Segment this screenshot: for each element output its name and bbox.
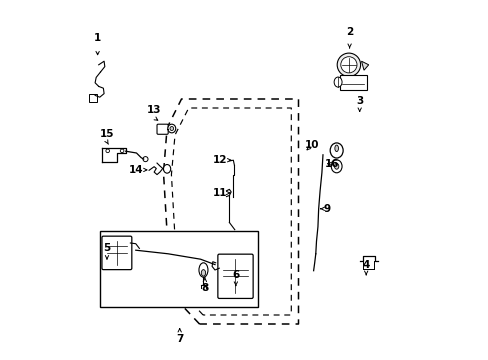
Ellipse shape xyxy=(340,57,356,73)
Text: 13: 13 xyxy=(147,105,162,115)
Bar xyxy=(339,75,366,90)
Text: 7: 7 xyxy=(176,334,183,345)
Text: 6: 6 xyxy=(232,270,239,280)
Ellipse shape xyxy=(330,160,342,173)
FancyBboxPatch shape xyxy=(157,124,168,134)
Text: 16: 16 xyxy=(324,159,338,169)
Bar xyxy=(100,231,258,307)
FancyBboxPatch shape xyxy=(89,94,97,102)
Ellipse shape xyxy=(201,270,205,276)
Text: 12: 12 xyxy=(212,155,227,165)
Text: 2: 2 xyxy=(346,27,352,37)
Ellipse shape xyxy=(142,157,148,162)
Polygon shape xyxy=(361,61,368,70)
Text: 5: 5 xyxy=(103,243,110,253)
Text: 15: 15 xyxy=(100,129,114,139)
FancyBboxPatch shape xyxy=(102,236,132,270)
Ellipse shape xyxy=(333,77,342,87)
Text: 8: 8 xyxy=(201,283,208,293)
Text: 10: 10 xyxy=(305,140,319,150)
Ellipse shape xyxy=(337,53,360,76)
Ellipse shape xyxy=(199,263,207,277)
Ellipse shape xyxy=(329,143,343,158)
Ellipse shape xyxy=(170,126,173,130)
Ellipse shape xyxy=(120,149,123,153)
Text: 1: 1 xyxy=(94,33,101,43)
FancyBboxPatch shape xyxy=(218,254,253,298)
Ellipse shape xyxy=(106,149,109,153)
Text: 11: 11 xyxy=(212,188,227,198)
Ellipse shape xyxy=(163,165,170,173)
Text: 14: 14 xyxy=(129,165,143,175)
Ellipse shape xyxy=(334,145,338,152)
Text: 4: 4 xyxy=(362,260,369,270)
Ellipse shape xyxy=(167,124,175,133)
Ellipse shape xyxy=(334,163,338,169)
Text: 9: 9 xyxy=(323,204,329,214)
Text: 3: 3 xyxy=(355,96,363,106)
